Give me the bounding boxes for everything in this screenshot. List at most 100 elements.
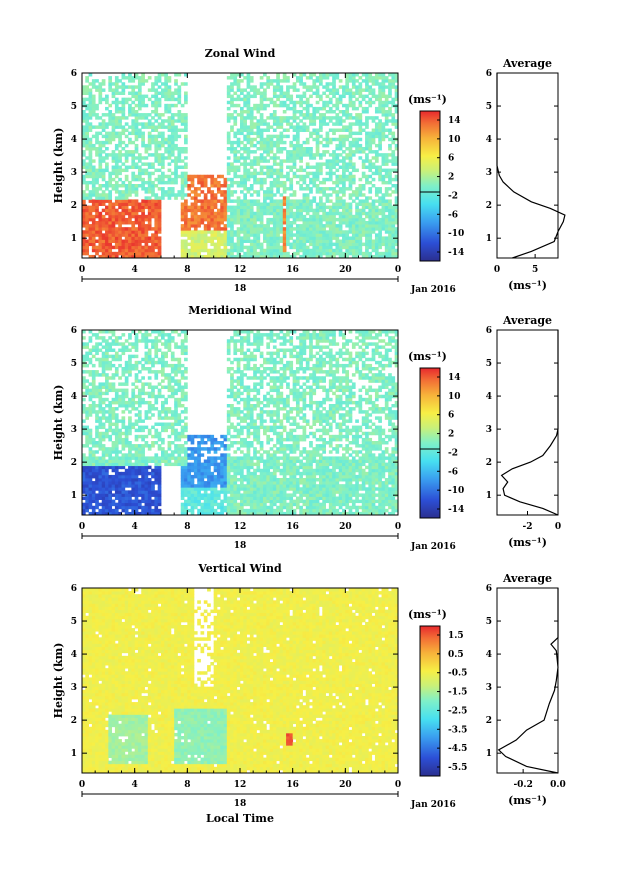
heatmap-cell	[174, 159, 178, 163]
heatmap-cell	[338, 137, 343, 142]
heatmap-cell	[95, 410, 99, 414]
heatmap-cell	[177, 88, 182, 92]
heatmap-cell	[157, 333, 162, 337]
heatmap-cell	[351, 227, 356, 231]
heatmap-cell	[266, 230, 271, 234]
heatmap-cell	[91, 441, 96, 445]
heatmap-cell	[131, 159, 136, 163]
heatmap-cell	[282, 242, 287, 247]
heatmap-cell	[295, 230, 300, 234]
heatmap-cell	[157, 468, 162, 473]
heatmap-cell	[355, 196, 359, 200]
heatmap-cell	[365, 122, 369, 126]
heatmap-cell	[141, 481, 145, 485]
heatmap-cell	[332, 230, 336, 234]
heatmap-cell	[190, 224, 195, 228]
heatmap-cell	[147, 499, 152, 504]
heatmap-cell	[82, 505, 86, 510]
heatmap-cell	[253, 174, 257, 179]
heatmap-cell	[118, 357, 122, 362]
heatmap-cell	[124, 208, 129, 213]
heatmap-cell	[118, 336, 122, 340]
heatmap-cell	[289, 211, 294, 216]
heatmap-cell	[256, 171, 261, 176]
heatmap-cell	[378, 208, 382, 213]
heatmap-cell	[243, 168, 247, 173]
heatmap-cell	[164, 125, 168, 129]
heatmap-cell	[243, 76, 247, 80]
heatmap-cell	[105, 199, 109, 203]
heatmap-cell	[124, 233, 129, 237]
heatmap-cell	[114, 103, 119, 108]
heatmap-cell	[98, 456, 103, 460]
heatmap-cell	[299, 184, 303, 188]
heatmap-cell	[105, 224, 109, 228]
heatmap-cell	[111, 214, 116, 219]
heatmap-cell	[131, 221, 136, 225]
heatmap-cell	[345, 113, 350, 117]
heatmap-cell	[384, 156, 389, 160]
heatmap-cell	[141, 336, 145, 340]
heatmap-cell	[108, 450, 113, 454]
heatmap-cell	[128, 336, 132, 340]
heatmap-cell	[351, 199, 356, 203]
heatmap-cell	[121, 348, 126, 352]
heatmap-cell	[101, 221, 106, 225]
heatmap-cell	[105, 363, 109, 368]
heatmap-cell	[345, 156, 350, 160]
heatmap-cell	[259, 208, 264, 213]
heatmap-cell	[88, 437, 93, 442]
heatmap-cell	[361, 147, 366, 151]
heatmap-cell	[309, 205, 313, 210]
heatmap-cell	[91, 227, 96, 231]
heatmap-cell	[82, 471, 86, 476]
heatmap-cell	[154, 217, 159, 222]
heatmap-cell	[236, 202, 241, 206]
heatmap-cell	[101, 88, 106, 92]
heatmap-cell	[322, 187, 326, 191]
heatmap-cell	[391, 168, 396, 173]
heatmap-cell	[114, 168, 119, 173]
heatmap-cell	[131, 122, 136, 126]
heatmap-cell	[88, 211, 93, 216]
heatmap-cell	[167, 147, 172, 151]
heatmap-cell	[134, 456, 139, 460]
heatmap-cell	[361, 79, 366, 83]
heatmap-cell	[131, 184, 136, 188]
heatmap-cell	[184, 119, 188, 123]
heatmap-cell	[174, 156, 178, 160]
heatmap-cell	[259, 205, 264, 210]
heatmap-cell	[266, 143, 271, 148]
heatmap-cell	[161, 441, 165, 445]
heatmap-cell	[355, 245, 359, 250]
heatmap-cell	[128, 254, 132, 259]
heatmap-cell	[147, 140, 152, 145]
heatmap-cell	[345, 85, 350, 89]
heatmap-cell	[249, 221, 254, 225]
heatmap-cell	[309, 224, 313, 228]
heatmap-cell	[108, 180, 113, 185]
heatmap-cell	[276, 190, 280, 194]
heatmap-cell	[95, 394, 99, 399]
heatmap-cell	[184, 128, 188, 132]
heatmap-cell	[82, 468, 86, 473]
heatmap-cell	[312, 217, 317, 222]
heatmap-cell	[223, 233, 228, 237]
heatmap-cell	[134, 444, 139, 448]
heatmap-cell	[286, 199, 290, 203]
heatmap-cell	[371, 119, 376, 123]
heatmap-cell	[101, 97, 106, 102]
heatmap-cell	[388, 242, 392, 247]
heatmap-cell	[299, 159, 303, 163]
heatmap-cell	[276, 85, 280, 89]
heatmap-cell	[137, 459, 142, 463]
heatmap-cell	[114, 407, 119, 411]
heatmap-cell	[269, 168, 274, 173]
heatmap-cell	[121, 502, 126, 507]
heatmap-cell	[322, 190, 326, 194]
heatmap-cell	[279, 91, 284, 95]
heatmap-cell	[121, 441, 126, 445]
heatmap-cell	[82, 431, 86, 436]
heatmap-cell	[348, 196, 353, 200]
heatmap-cell	[144, 444, 149, 448]
